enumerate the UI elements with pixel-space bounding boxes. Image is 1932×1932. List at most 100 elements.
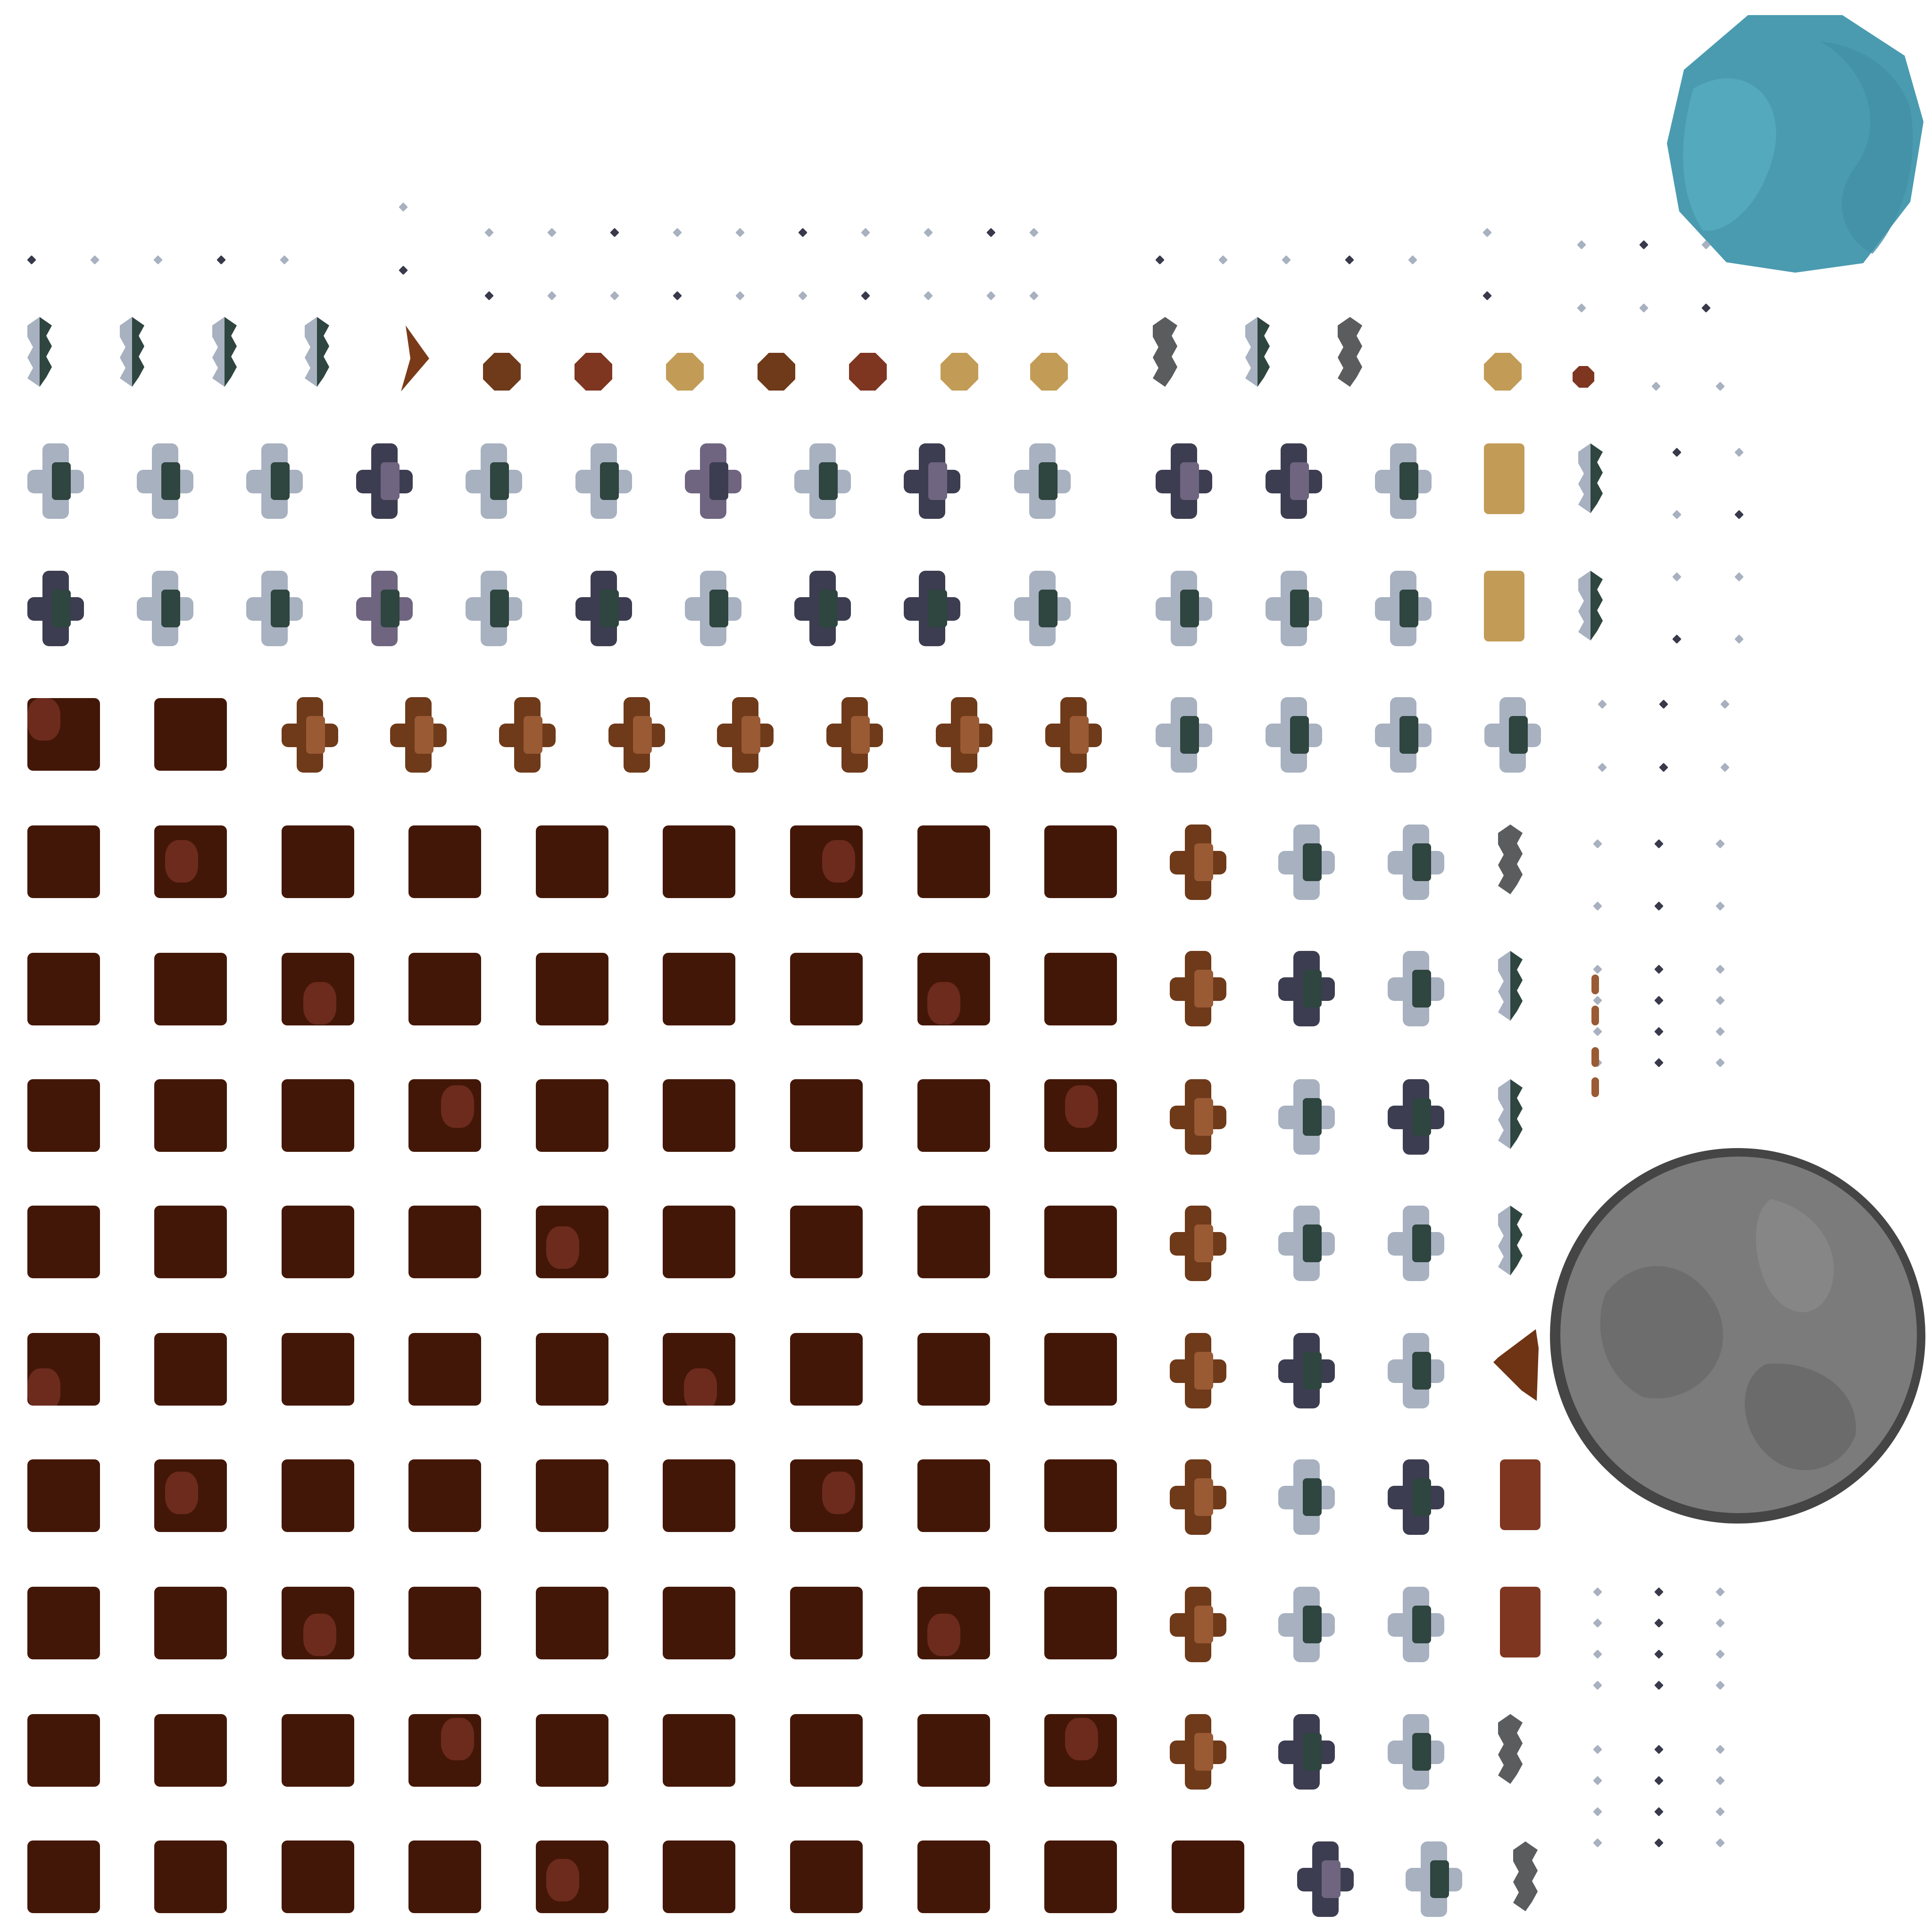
ore-crate-icon (917, 1206, 990, 1278)
debris-dot-icon (1672, 510, 1682, 519)
plus-block-icon (356, 443, 413, 519)
debris-dot-icon (1654, 1681, 1664, 1690)
plus-block-icon (1014, 571, 1071, 646)
debris-dot-icon (1218, 255, 1228, 265)
ore-crate-icon (536, 1587, 608, 1659)
debris-dot-icon (1282, 255, 1291, 265)
debris-dot-icon (1654, 1745, 1664, 1754)
debris-dot-icon (1715, 1618, 1725, 1628)
debris-dot-icon (1654, 1618, 1664, 1628)
ore-crate-icon (790, 1840, 863, 1913)
ore-crate-icon (536, 1459, 608, 1532)
ore-crate-icon (790, 1206, 863, 1278)
ore-crate-icon (27, 1333, 100, 1406)
ore-crate-icon (154, 698, 227, 771)
debris-dot-icon (1651, 382, 1661, 391)
debris-dot-icon (1715, 839, 1725, 849)
debris-dot-icon (27, 255, 36, 265)
debris-dot-icon (861, 228, 870, 237)
debris-dot-icon (1720, 763, 1730, 772)
debris-dot-icon (1654, 839, 1664, 849)
debris-dot-icon (1734, 448, 1744, 457)
plus-block-icon (1388, 1206, 1444, 1281)
debris-dot-icon (1715, 1058, 1725, 1067)
debris-dot-icon (1593, 1618, 1602, 1628)
debris-dot-icon (1715, 1681, 1725, 1690)
debris-dot-icon (1672, 572, 1682, 582)
octagon-coin-icon (575, 353, 612, 391)
planet-ocean-icon (1667, 15, 1924, 273)
debris-dot-icon (1715, 965, 1725, 974)
debris-dot-icon (1593, 901, 1602, 911)
plus-block-icon (575, 443, 632, 519)
debris-dot-icon (1591, 1006, 1599, 1025)
debris-dot-icon (924, 291, 933, 300)
plus-block-icon (1388, 1459, 1444, 1535)
ore-crate-icon (536, 825, 608, 898)
plus-block-icon (685, 443, 741, 519)
crystal-column-icon (120, 317, 144, 387)
plus-block-icon (1266, 571, 1322, 646)
plus-block-icon (1170, 951, 1226, 1026)
debris-dot-icon (399, 266, 408, 275)
planet-stone-icon (1550, 1148, 1925, 1524)
debris-dot-icon (1029, 228, 1039, 237)
plus-block-icon (1278, 1333, 1335, 1408)
plus-block-icon (27, 571, 84, 646)
debris-dot-icon (1715, 996, 1725, 1005)
plus-block-icon (1156, 443, 1212, 519)
ore-crate-icon (27, 1459, 100, 1532)
crystal-column-icon (27, 317, 52, 387)
ore-crate-icon (536, 1714, 608, 1787)
gold-bar-icon (1500, 1459, 1541, 1530)
debris-dot-icon (1593, 1681, 1602, 1690)
debris-dot-icon (1715, 901, 1725, 911)
debris-dot-icon (1639, 303, 1649, 313)
ore-crate-icon (27, 1714, 100, 1787)
debris-dot-icon (1639, 240, 1649, 250)
debris-dot-icon (1654, 1027, 1664, 1036)
debris-dot-icon (1715, 1649, 1725, 1659)
plus-block-icon (1170, 1206, 1226, 1281)
octagon-coin-icon (849, 353, 887, 391)
ore-crate-icon (408, 1840, 481, 1913)
debris-dot-icon (1654, 1649, 1664, 1659)
debris-dot-icon (217, 255, 226, 265)
crystal-column-icon (1498, 1714, 1523, 1784)
plus-block-icon (246, 571, 303, 646)
ore-crate-icon (536, 953, 608, 1025)
debris-dot-icon (1598, 763, 1607, 772)
debris-dot-icon (1482, 291, 1492, 300)
plus-block-icon (1388, 824, 1444, 900)
ore-crate-icon (917, 825, 990, 898)
plus-block-icon (466, 571, 522, 646)
ore-crate-icon (663, 1079, 735, 1152)
debris-dot-icon (399, 202, 408, 212)
crystal-column-icon (1498, 951, 1523, 1021)
ore-crate-icon (408, 1333, 481, 1406)
plus-block-icon (717, 697, 774, 773)
ore-crate-icon (536, 1840, 608, 1913)
plus-block-icon (1266, 697, 1322, 773)
plus-block-icon (1014, 443, 1071, 519)
debris-dot-icon (1591, 974, 1599, 994)
ore-crate-icon (917, 1714, 990, 1787)
debris-dot-icon (1734, 510, 1744, 519)
debris-dot-icon (1715, 1587, 1725, 1597)
plus-block-icon (1406, 1841, 1462, 1917)
ore-crate-icon (27, 825, 100, 898)
debris-dot-icon (1654, 1776, 1664, 1785)
debris-dot-icon (1155, 255, 1165, 265)
plus-block-icon (904, 443, 960, 519)
ore-crate-icon (408, 1587, 481, 1659)
ore-crate-icon (917, 953, 990, 1025)
ore-crate-icon (1044, 953, 1117, 1025)
octagon-coin-icon (666, 353, 704, 391)
plus-block-icon (826, 697, 883, 773)
plus-block-icon (137, 571, 193, 646)
ore-crate-icon (790, 1079, 863, 1152)
debris-dot-icon (280, 255, 289, 265)
gold-bar-icon (1484, 571, 1524, 641)
plus-block-icon (1278, 1206, 1335, 1281)
plus-block-icon (137, 443, 193, 519)
